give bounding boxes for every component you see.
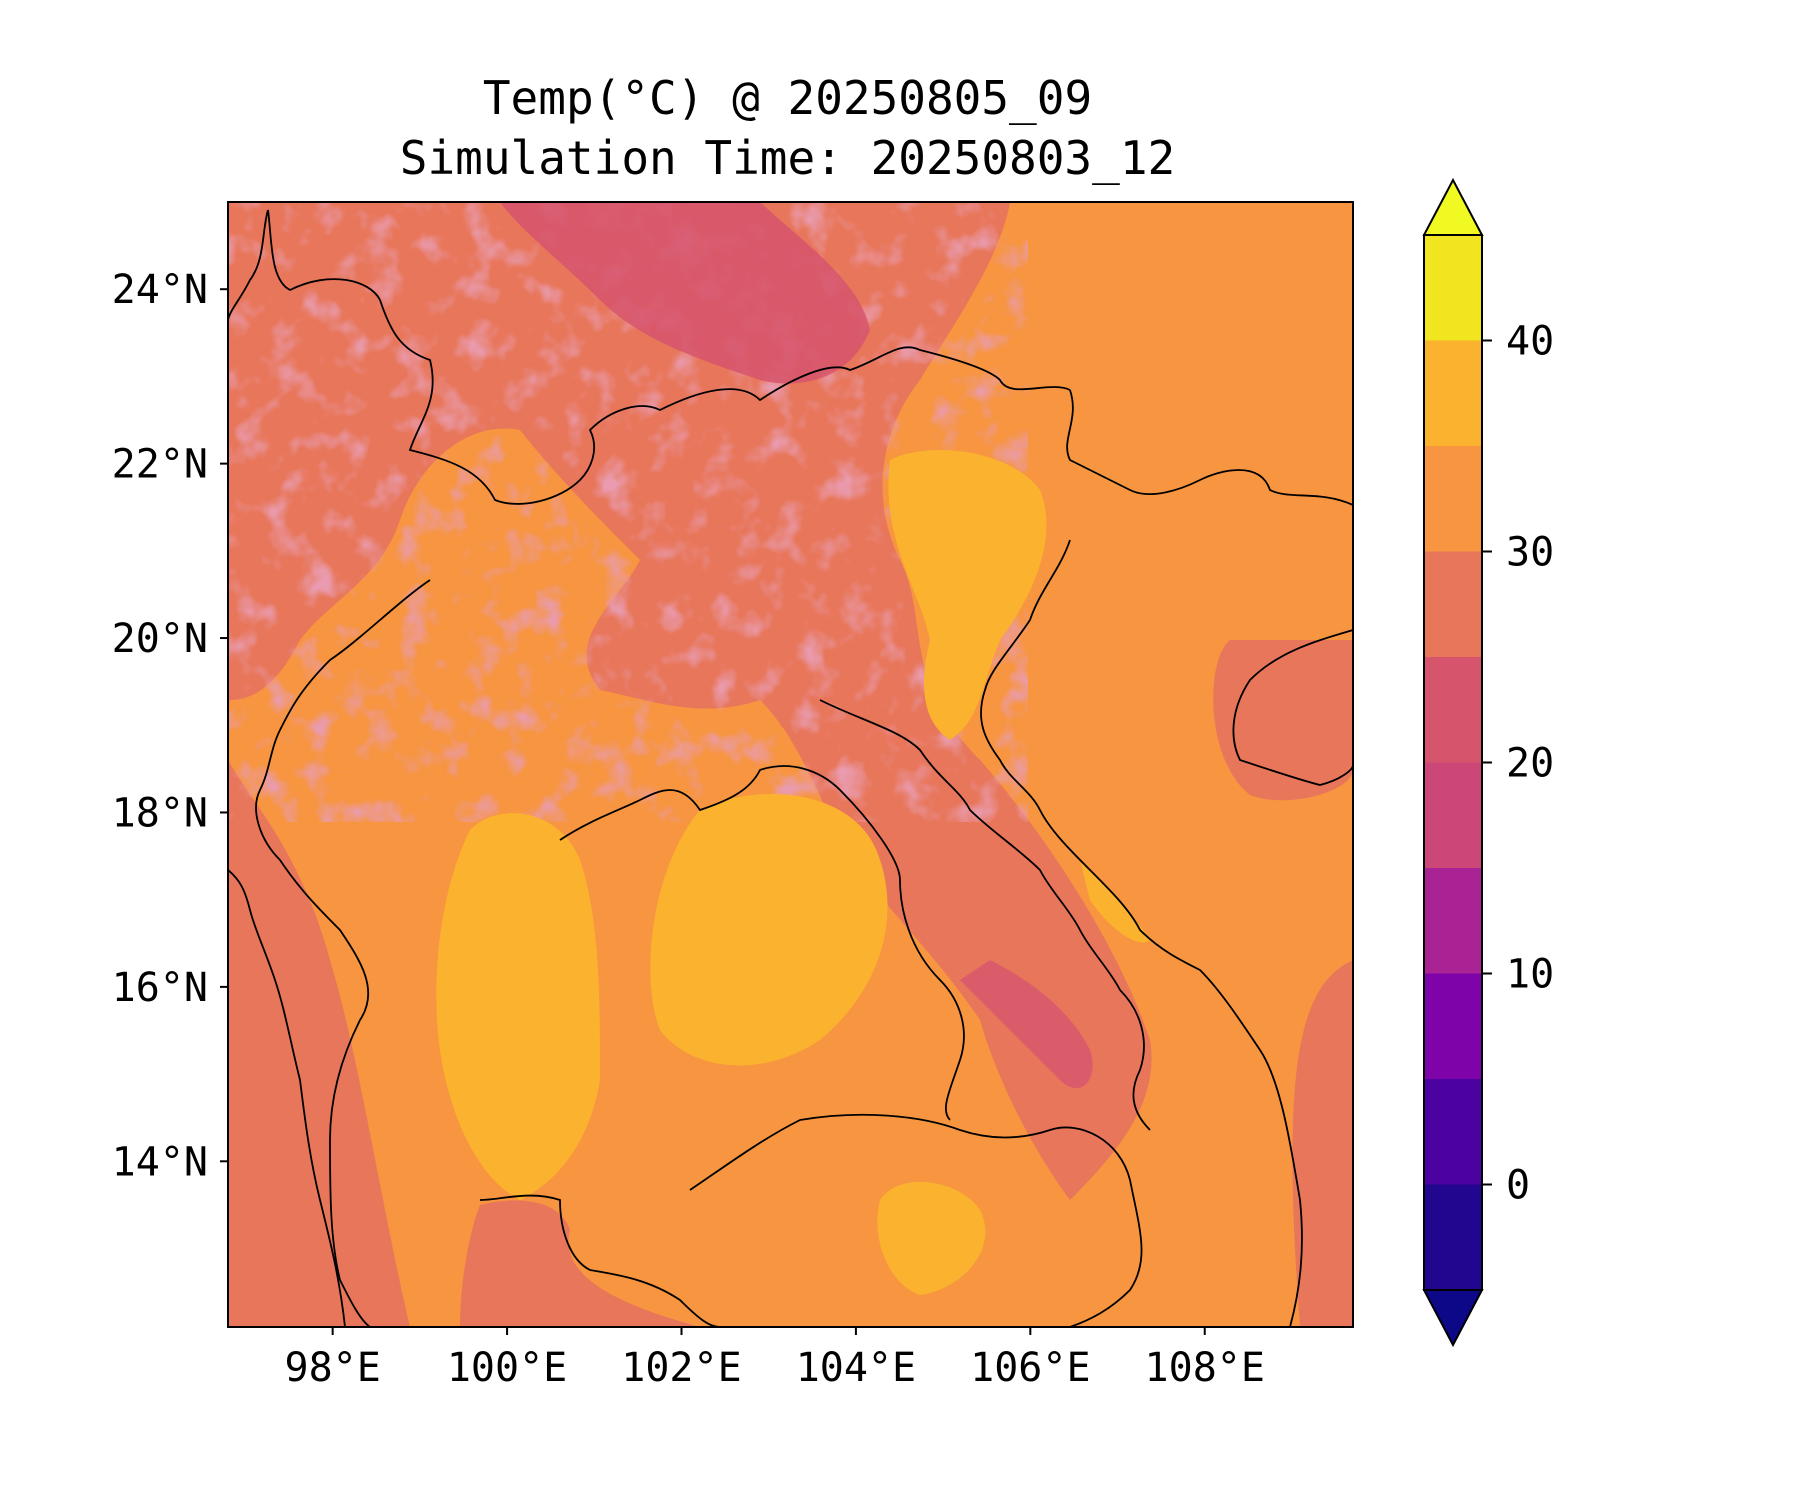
- myanmar-west: [228, 209, 269, 321]
- field-25-30-gulf-ring: [1213, 640, 1353, 801]
- map-subtitle: Simulation Time: 20250803_12: [399, 131, 1176, 185]
- laos-thailand-border: [559, 765, 965, 1121]
- colorbar-segment: [1424, 868, 1482, 974]
- colorbar-tick-label: 10: [1506, 952, 1554, 998]
- field-35-40-chao-phraya: [436, 813, 600, 1200]
- lon-tick-label: 98°E: [284, 1345, 380, 1391]
- colorbar-segment: [1424, 446, 1482, 552]
- thailand-myanmar-border: [255, 579, 431, 1327]
- lat-tick-label: 18°N: [112, 790, 208, 836]
- laos-vietnam-border: [819, 699, 1151, 1131]
- colorbar-tick-label: 0: [1506, 1163, 1530, 1209]
- colorbar-segment: [1424, 551, 1482, 657]
- colorbar-segment: [1424, 973, 1482, 1079]
- colorbar-segment: [1424, 1079, 1482, 1185]
- lat-tick-label: 14°N: [112, 1139, 208, 1185]
- field-20-25-yunnan: [500, 202, 870, 384]
- lat-tick-label: 16°N: [112, 965, 208, 1011]
- colorbar-segment: [1424, 762, 1482, 868]
- cambodia-border: [689, 1113, 1143, 1327]
- axis-ticks: 98°E 100°E 102°E 104°E 106°E 108°E 14°N 16°N 18°…: [112, 267, 1265, 1391]
- colorbar-under-triangle: [1422, 1289, 1484, 1348]
- china-border: [267, 209, 1071, 505]
- lon-tick-label: 100°E: [447, 1345, 567, 1391]
- colorbar-tick-label: 30: [1506, 530, 1554, 576]
- colorbar: 0 10 20 30 40: [1422, 177, 1554, 1348]
- lat-tick-label: 22°N: [112, 442, 208, 488]
- coastlines-borders: [228, 209, 1353, 1327]
- colorbar-segment: [1424, 340, 1482, 446]
- field-35-40-khorat: [650, 794, 888, 1066]
- field-25-30-gulf-thailand: [460, 1200, 700, 1327]
- lon-tick-label: 106°E: [970, 1345, 1090, 1391]
- lon-tick-label: 104°E: [796, 1345, 916, 1391]
- lon-tick-label: 102°E: [621, 1345, 741, 1391]
- lat-tick-label: 24°N: [112, 267, 208, 313]
- field-35-40-cambodia: [877, 1181, 986, 1295]
- colorbar-over-triangle: [1422, 177, 1484, 236]
- field-35-40-coast: [1080, 860, 1150, 943]
- map-frame: [227, 201, 1354, 1328]
- hainan-coast: [1232, 629, 1353, 786]
- field-25-30-west: [228, 760, 410, 1327]
- colorbar-tick-label: 20: [1506, 741, 1554, 787]
- colorbar-segment: [1424, 657, 1482, 763]
- gulf-of-tonkin-coast: [980, 539, 1303, 1327]
- colorbar-segment: [1424, 235, 1482, 341]
- field-35-40-red-river: [888, 450, 1047, 740]
- myanmar-south: [228, 869, 346, 1327]
- lat-tick-label: 20°N: [112, 616, 208, 662]
- field-25-30-south-sea: [1292, 960, 1353, 1327]
- temperature-map: [228, 202, 1353, 1327]
- field-20-25-annamite: [960, 960, 1093, 1089]
- vietnam-north-coast: [1066, 389, 1353, 506]
- colorbar-segment: [1424, 1184, 1482, 1290]
- colorbar-tick-label: 40: [1506, 319, 1554, 365]
- lon-tick-label: 108°E: [1145, 1345, 1265, 1391]
- map-title: Temp(°C) @ 20250805_09: [482, 71, 1093, 125]
- thailand-coast: [479, 1194, 721, 1327]
